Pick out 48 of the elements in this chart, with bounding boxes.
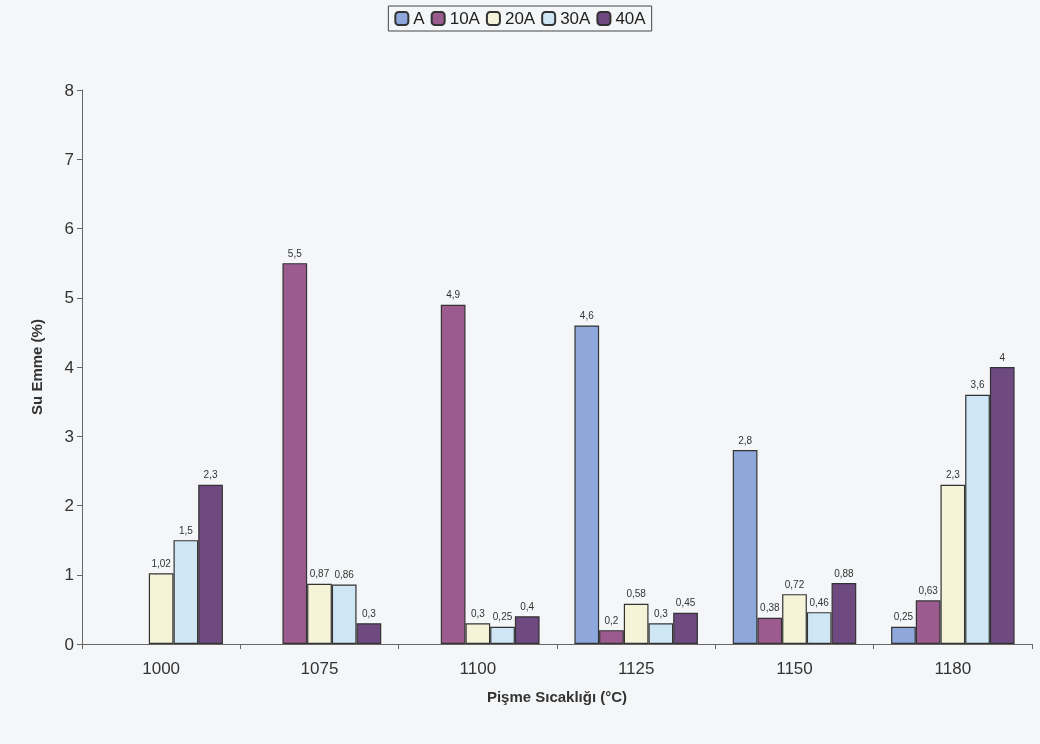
x-tick-label: 1150 (776, 659, 813, 678)
x-tick-label: 1125 (617, 659, 655, 678)
data-label: 2,3 (945, 469, 961, 481)
y-tick-label: 3 (64, 426, 74, 446)
data-label: 0,25 (492, 611, 513, 623)
data-label: 0,25 (893, 611, 914, 623)
data-label: 5,5 (287, 247, 303, 259)
data-label: 4 (999, 351, 1006, 363)
data-label: 1,5 (178, 524, 194, 536)
legend-label: 10A (449, 9, 481, 28)
legend-label: 40A (615, 9, 647, 28)
y-tick-label: 0 (64, 634, 74, 654)
legend-label: 30A (560, 9, 592, 28)
data-label: 0,88 (834, 567, 855, 579)
data-label: 2,8 (738, 434, 753, 446)
y-tick-label: 6 (64, 219, 74, 238)
data-label: 4,6 (579, 309, 595, 321)
data-label: 0,3 (361, 607, 377, 619)
data-label: 4,9 (446, 289, 461, 301)
x-axis-title: Pişme Sıcaklığı (°C) (486, 688, 628, 705)
data-label: 0,3 (470, 607, 486, 619)
data-label: 3,6 (970, 379, 985, 391)
data-label: 0,3 (653, 607, 669, 619)
x-tick-label: 1100 (459, 659, 497, 678)
y-tick-label: 5 (64, 288, 74, 308)
x-tick-label: 1075 (300, 659, 339, 678)
legend-label: 20A (504, 9, 536, 28)
data-label: 0,58 (626, 588, 647, 600)
data-label: 0,2 (604, 614, 619, 626)
x-tick-label: 1180 (934, 659, 972, 678)
data-label: 0,4 (520, 600, 535, 612)
data-label: 0,72 (784, 578, 805, 590)
y-tick-label: 7 (64, 149, 74, 169)
data-label: 0,45 (675, 597, 696, 609)
y-tick-label: 4 (64, 357, 74, 377)
data-label: 0,63 (918, 584, 939, 596)
y-axis-title: Su Emme (%) (28, 319, 45, 415)
data-label: 0,46 (809, 596, 830, 608)
data-label: 1,02 (151, 557, 172, 569)
x-tick-label: 1000 (142, 659, 181, 678)
data-label: 0,38 (760, 602, 780, 614)
legend-label: A (413, 9, 426, 28)
data-label: 2,3 (203, 469, 218, 481)
data-label: 0,86 (334, 568, 355, 580)
y-tick-label: 2 (64, 496, 74, 515)
y-tick-label: 8 (64, 80, 74, 100)
y-tick-label: 1 (64, 565, 74, 585)
data-label: 0,87 (309, 568, 330, 580)
